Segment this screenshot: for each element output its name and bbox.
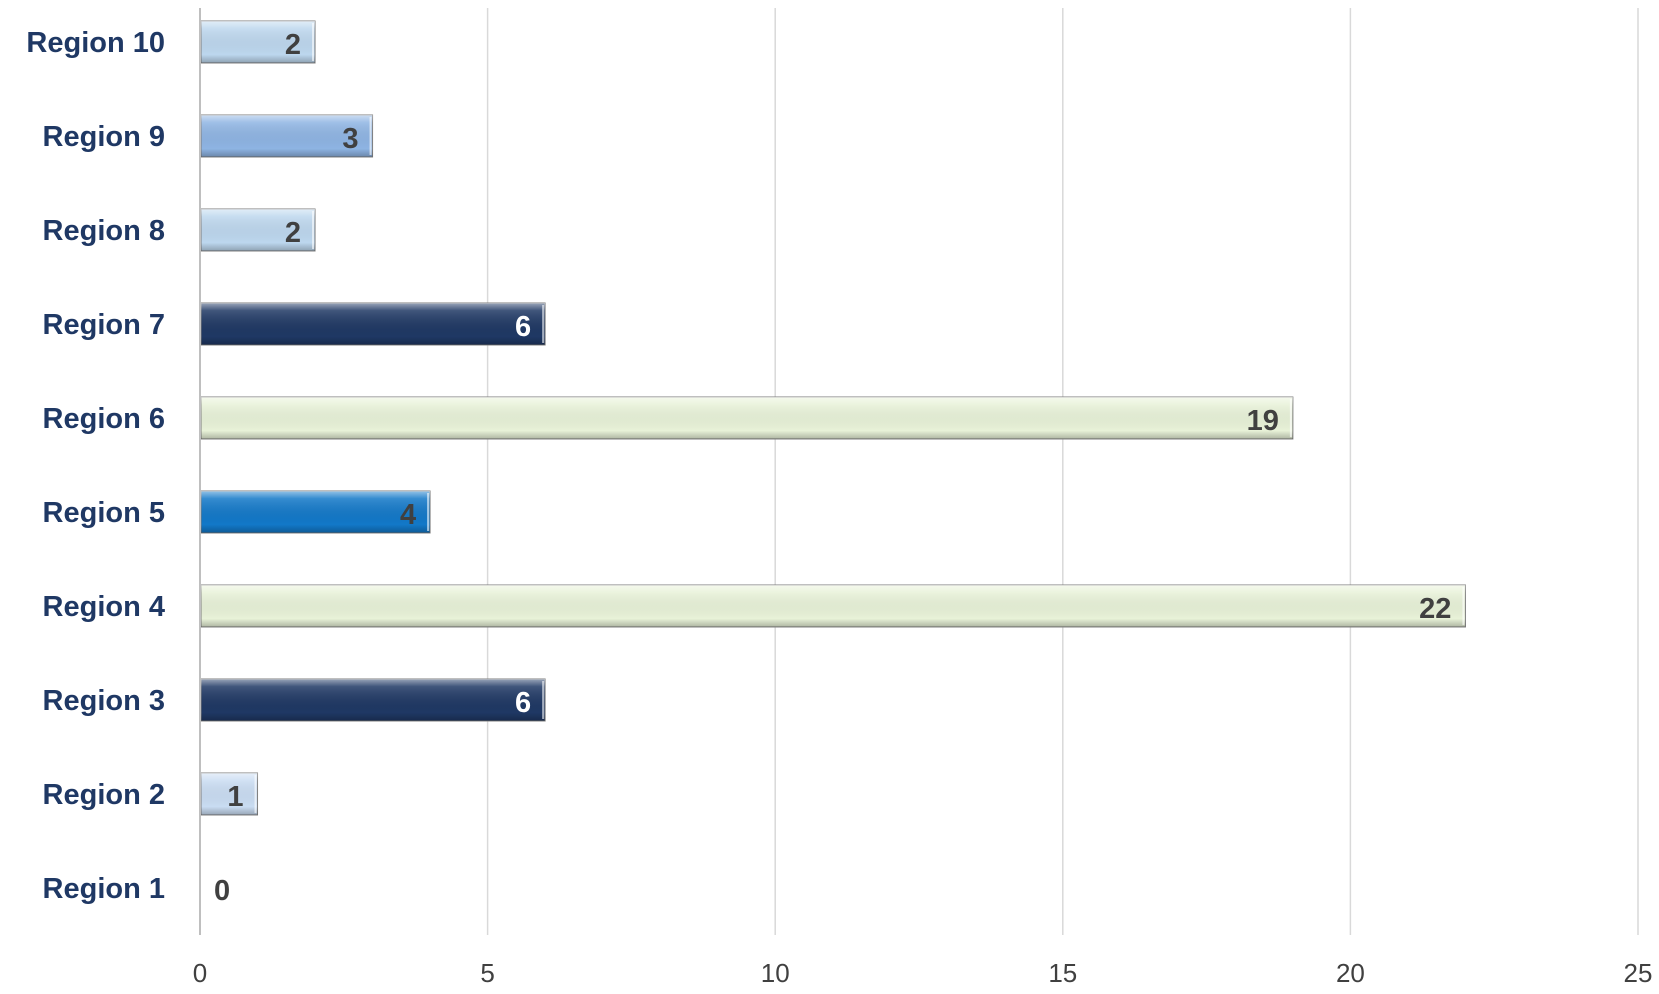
bars (200, 20, 1466, 816)
data-label: 4 (400, 499, 416, 531)
category-label: Region 10 (26, 27, 165, 59)
bar-bevel (201, 303, 546, 345)
data-label: 0 (214, 875, 230, 907)
x-tick-label: 25 (1624, 958, 1653, 988)
x-tick-label: 0 (193, 958, 207, 988)
category-label: Region 7 (43, 309, 165, 341)
axes: 0 5 10 15 20 25 (193, 8, 1653, 988)
data-label: 22 (1419, 593, 1451, 625)
bar-bevel (201, 679, 546, 721)
category-label: Region 8 (43, 215, 165, 247)
x-tick-label: 5 (480, 958, 494, 988)
bar-bevel (201, 209, 316, 251)
category-label: Region 6 (43, 403, 165, 435)
bar-bevel (201, 585, 1466, 627)
category-label: Region 1 (43, 873, 165, 905)
bar-bevel (201, 115, 373, 157)
x-tick-label: 15 (1048, 958, 1077, 988)
category-label: Region 2 (43, 779, 165, 811)
bar-bevel (201, 773, 258, 815)
data-label: 6 (515, 311, 531, 343)
x-tick-label: 10 (761, 958, 790, 988)
data-label: 1 (227, 781, 243, 813)
category-label: Region 4 (43, 591, 165, 623)
category-label: Region 3 (43, 685, 165, 717)
gridlines (199, 8, 1639, 935)
bar-bevel (201, 21, 316, 63)
x-tick-label: 20 (1336, 958, 1365, 988)
data-label: 3 (342, 123, 358, 155)
bar-bevel (201, 491, 431, 533)
data-label: 2 (285, 217, 301, 249)
category-label: Region 5 (43, 497, 165, 529)
category-label: Region 9 (43, 121, 165, 153)
data-label: 2 (285, 29, 301, 61)
bar-bevel (201, 397, 1293, 439)
data-label: 6 (515, 687, 531, 719)
data-label: 19 (1247, 405, 1279, 437)
